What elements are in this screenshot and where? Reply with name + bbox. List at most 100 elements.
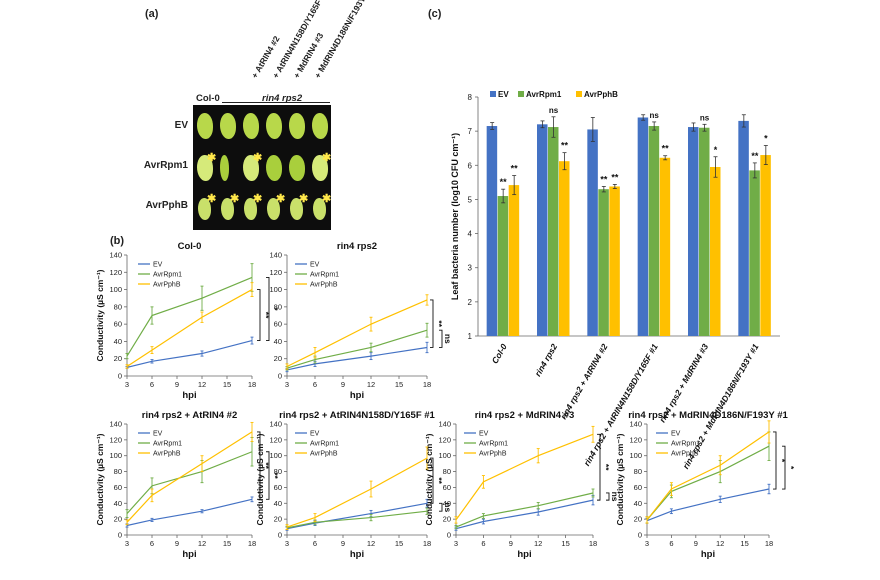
bar-ev [637, 117, 649, 336]
hr-marker-icon: ✱ [253, 193, 263, 206]
legend-label: EV [310, 262, 320, 269]
x-tick-label: 3 [454, 539, 458, 548]
x-tick-label: 15 [223, 539, 231, 548]
panel-label-a: (a) [145, 8, 159, 20]
legend-label: EV [498, 90, 509, 99]
y-tick-label: 8 [468, 93, 473, 102]
x-tick-label: 9 [509, 539, 513, 548]
chart-title: rin4 rps2 + MdRIN4 #3 [475, 410, 575, 421]
leaf-sample [311, 154, 328, 181]
legend-label: AvrPphB [310, 451, 338, 458]
x-tick-label: 12 [367, 380, 375, 389]
y-tick-label: 140 [269, 420, 282, 429]
x-tick-label: 12 [367, 539, 375, 548]
y-tick-label: 7 [468, 127, 473, 136]
series-line-avrrpm1 [126, 276, 253, 357]
chart-title: rin4 rps2 [337, 241, 377, 252]
significance-label: ** [261, 462, 271, 469]
y-tick-label: 0 [638, 531, 642, 540]
series-line-avrpphb [286, 299, 428, 368]
leaf-sample [242, 154, 259, 181]
y-tick-label: 1 [468, 332, 473, 341]
x-tick-label: 15 [223, 380, 231, 389]
legend-label: AvrPphB [310, 282, 338, 289]
leaf-sample [198, 198, 211, 221]
legend-label: AvrPphB [671, 451, 699, 458]
y-tick-label: 80 [443, 467, 451, 476]
chart-title: rin4 rps2 + AtRIN4 #2 [142, 410, 237, 421]
bar-ev [738, 120, 749, 337]
significance-label: * [764, 133, 768, 143]
line-chart-b1: 0 20 40 60 80 100 120 140 3 6 9 12 15 18 Col-0 hpi Condu… [95, 241, 280, 401]
y-tick-label: 120 [109, 268, 122, 277]
bar-ev [537, 124, 548, 336]
bar-avrrpm1 [749, 170, 760, 336]
row-label-ev: EV [174, 120, 188, 131]
legend-label: AvrRpm1 [479, 441, 508, 448]
legend-label: AvrRpm1 [671, 441, 700, 448]
x-axis-label: hpi [182, 390, 196, 401]
y-tick-label: 20 [274, 354, 282, 363]
x-tick-label: 6 [313, 380, 317, 389]
y-tick-label: 120 [629, 435, 642, 444]
legend-label: EV [153, 262, 163, 269]
y-tick-label: 40 [274, 499, 282, 508]
leaf-photo: ✱ ✱ ✱ ✱ ✱ ✱ ✱ ✱ ✱ [193, 105, 331, 230]
bar-ev [688, 127, 699, 336]
y-tick-label: 120 [269, 268, 282, 277]
leaf-sample [265, 154, 282, 181]
bar-avrrpm1 [497, 196, 509, 336]
x-tick-label: 12 [198, 539, 206, 548]
x-tick-label: 9 [341, 539, 345, 548]
y-tick-label: 100 [109, 451, 122, 460]
y-tick-label: 120 [109, 435, 122, 444]
legend-swatch [518, 91, 524, 97]
significance-bracket [266, 451, 270, 500]
y-tick-label: 20 [443, 515, 451, 524]
y-tick-label: 100 [629, 451, 642, 460]
y-tick-label: 0 [118, 372, 122, 381]
significance-bracket [257, 289, 261, 342]
x-tick-label: 18 [248, 539, 256, 548]
significance-label: ** [434, 477, 444, 484]
x-axis-label: hpi [701, 549, 715, 560]
line-chart-b5: 0 20 40 60 80 100 120 140 3 6 9 12 15 18 rin4 rps2 + M… [424, 410, 620, 560]
leaf-sample [244, 198, 257, 221]
x-tick-label: 6 [313, 539, 317, 548]
legend-label: AvrPphB [479, 451, 507, 458]
y-tick-label: 0 [278, 531, 282, 540]
leaf-sample [313, 198, 326, 221]
bar-avrpphb [609, 186, 620, 336]
y-tick-label: 2 [468, 298, 473, 307]
bar-avrpphb [659, 157, 671, 336]
y-tick-label: 60 [443, 483, 451, 492]
significance-bracket [606, 492, 610, 501]
significance-label: ** [270, 472, 280, 479]
y-tick-label: 0 [118, 531, 122, 540]
series-line-ev [126, 498, 253, 527]
significance-bracket [430, 299, 434, 348]
legend-label: EV [153, 431, 163, 438]
series-line-avrrpm1 [286, 329, 428, 369]
bar-chart-c: 1 2 3 4 5 6 7 8 Leaf bacteria number (log10 CFU … [450, 90, 780, 471]
y-tick-label: 80 [114, 467, 122, 476]
leaf-sample [219, 112, 236, 139]
y-tick-label: 100 [269, 285, 282, 294]
significance-label: ns [443, 502, 453, 512]
y-tick-label: 140 [629, 420, 642, 429]
y-tick-label: 60 [274, 320, 282, 329]
y-axis-label: Conductivity (µS cm⁻¹) [255, 433, 265, 525]
bar-avrrpm1 [648, 126, 660, 337]
legend-label: EV [479, 431, 489, 438]
x-tick-label: 12 [716, 539, 724, 548]
y-tick-label: 20 [274, 515, 282, 524]
y-axis-label: Conductivity (µS cm⁻¹) [95, 433, 105, 525]
category-label: rin4 rps2 + MdRIN4 #3 [657, 342, 710, 424]
row-label-avrpphb: AvrPphB [145, 200, 188, 211]
series-line-avrpphb [126, 289, 253, 367]
leaf-sample [221, 198, 234, 221]
significance-label: ** [500, 177, 508, 187]
y-tick-label: 100 [269, 451, 282, 460]
leaf-sample [265, 112, 282, 139]
